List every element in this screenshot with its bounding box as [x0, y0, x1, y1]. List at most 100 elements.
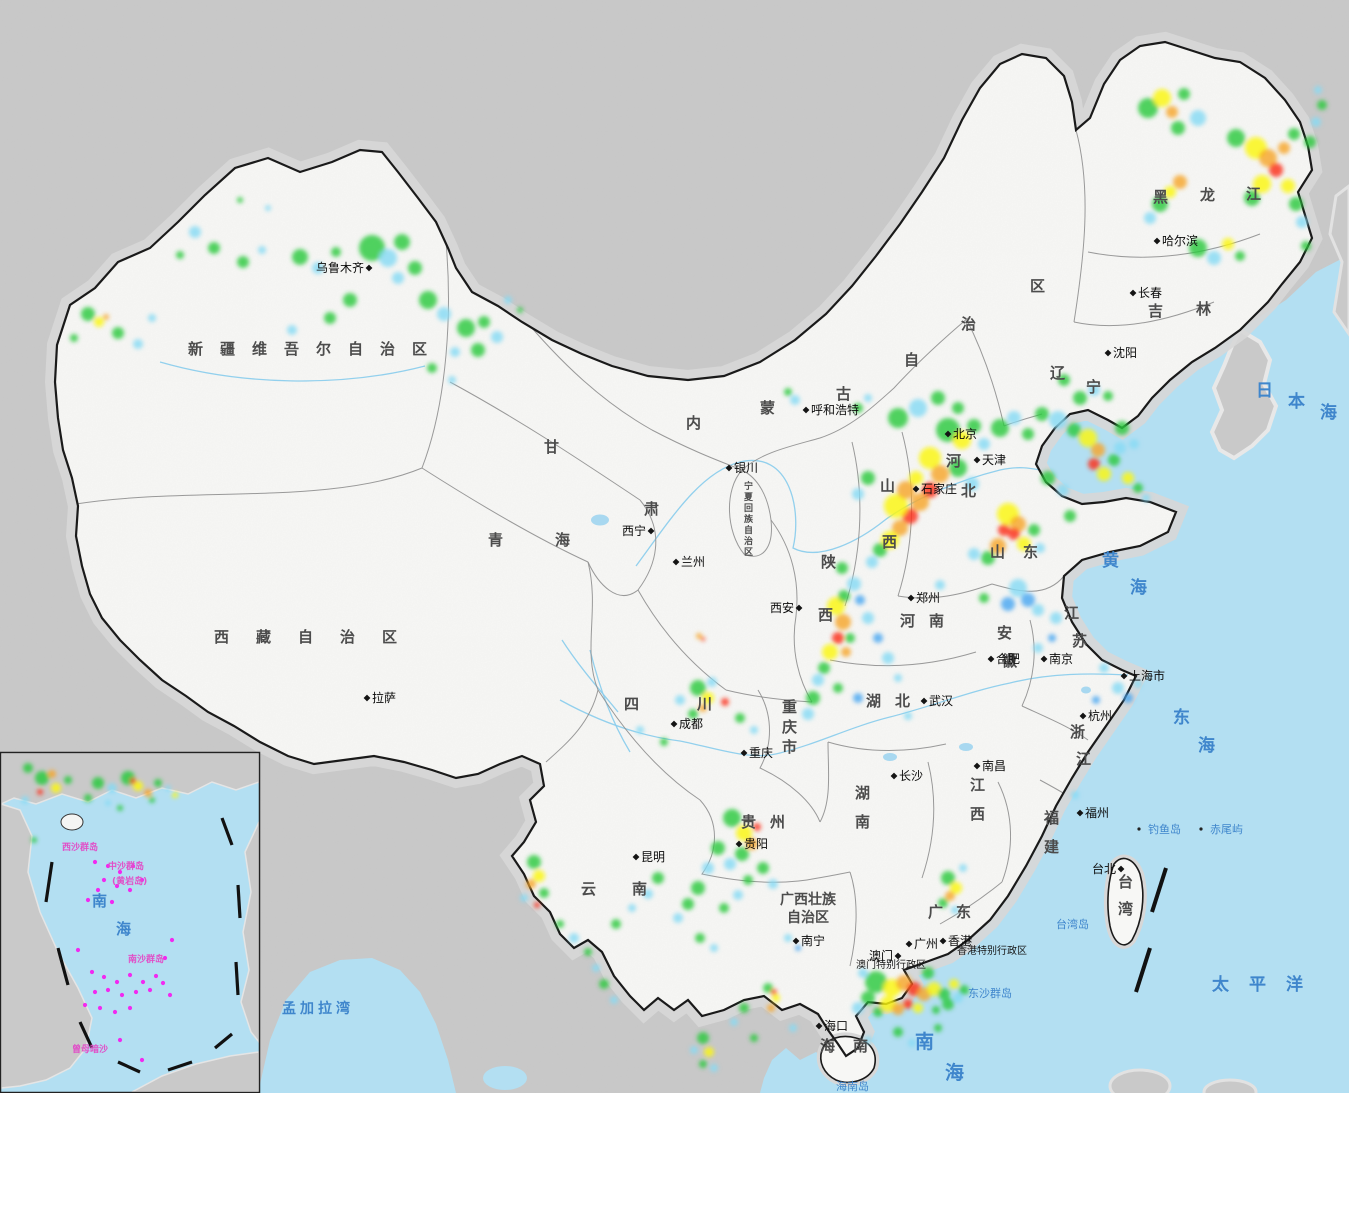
city-marker-icon [912, 485, 920, 493]
radar-echo [1311, 117, 1321, 127]
radar-echo [130, 778, 136, 784]
radar-echo [864, 394, 872, 402]
radar-echo [1235, 251, 1245, 261]
radar-echo [827, 597, 845, 615]
radar-echo [1259, 149, 1277, 167]
city-marker-icon [365, 264, 373, 272]
prov-label: 青海 [488, 531, 622, 549]
city-label: 广州 [914, 937, 938, 951]
radar-echo [861, 471, 875, 485]
city-marker-icon [672, 558, 680, 566]
prov-label: 自 [904, 351, 919, 369]
island-group-mark [92, 989, 98, 995]
city-marker-icon [632, 853, 640, 861]
radar-echo [643, 889, 653, 899]
radar-echo [1317, 100, 1327, 110]
radar-echo [21, 796, 29, 804]
radar-echo [873, 543, 887, 557]
southwest-river [561, 639, 619, 713]
city-label: 成都 [679, 717, 703, 731]
radar-echo [81, 307, 95, 321]
radar-echo [880, 996, 896, 1012]
city-label: 福州 [1085, 805, 1109, 820]
radar-echo [1088, 384, 1100, 396]
islet-dot [1199, 827, 1203, 831]
radar-echo [1138, 98, 1158, 118]
prov-label: 自 [744, 524, 753, 536]
nine-dash-line [78, 1021, 94, 1049]
radar-echo [1067, 423, 1081, 437]
sea-label: 海 [1130, 577, 1147, 598]
radar-echo [768, 879, 778, 889]
city-label: 重庆 [749, 746, 773, 760]
island-label: 海南岛 [836, 1079, 869, 1093]
island-group-mark [117, 1037, 123, 1043]
radar-echo [847, 577, 861, 591]
radar-echo [331, 247, 341, 257]
radar-echo [772, 994, 780, 1002]
radar-echo [148, 314, 156, 322]
city-marker-icon [792, 937, 800, 945]
radar-echo [757, 862, 769, 874]
city-marker-icon [890, 772, 898, 780]
radar-echo [832, 632, 844, 644]
radar-echo [1222, 238, 1234, 250]
city-label: 北京 [953, 427, 977, 441]
radar-echo [838, 590, 850, 602]
radar-echo [730, 1018, 738, 1026]
radar-echo [1164, 186, 1176, 198]
prov-label: 龙 [1199, 186, 1215, 204]
radar-echo [690, 680, 706, 696]
radar-echo [710, 944, 718, 952]
yangtze-river [559, 673, 1129, 757]
prov-label: 山 [880, 477, 895, 495]
city-marker-icon [939, 937, 947, 945]
prov-label: 西 [818, 606, 833, 624]
prov-label: 江 [1246, 185, 1261, 203]
radar-echo [750, 726, 758, 734]
taiwan-island [1107, 857, 1144, 946]
radar-echo [1244, 190, 1260, 206]
prov-label: 浙 [1070, 723, 1085, 741]
radar-echo [904, 712, 912, 720]
prov-label: 回 [744, 503, 753, 514]
sea-label: 海 [945, 1061, 964, 1084]
city-label: 上海市 [1129, 668, 1165, 683]
radar-echo [945, 891, 955, 901]
island-group-mark [160, 980, 166, 986]
city-marker-icon [987, 655, 995, 663]
nine-dash-line [56, 947, 70, 986]
radar-echo [881, 531, 899, 549]
radar-echo [569, 933, 579, 943]
radar-echo [112, 327, 124, 339]
sea-label: 黄 [1102, 550, 1119, 571]
prov-label: 山东 [990, 543, 1056, 561]
nine-dash-line [213, 1032, 234, 1050]
city-label: 石家庄 [921, 481, 957, 496]
island-label: 钓鱼岛 [1148, 822, 1181, 836]
radar-echo [855, 595, 865, 605]
radar-echo [92, 777, 104, 789]
radar-echo [1144, 212, 1156, 224]
radar-echo [176, 251, 184, 259]
radar-echo [189, 226, 201, 238]
radar-echo [835, 614, 851, 630]
radar-echo [1296, 216, 1308, 228]
radar-echo [739, 1003, 749, 1013]
nine-dash-line [220, 817, 234, 846]
radar-echo [710, 1064, 718, 1072]
sea-label: 南 [92, 892, 107, 910]
radar-echo [660, 738, 668, 746]
radar-echo [894, 674, 902, 682]
island-group-mark [119, 992, 125, 998]
radar-echo [1112, 682, 1124, 694]
prov-label: 黑 [1153, 188, 1168, 206]
radar-echo [968, 548, 980, 560]
city-marker-icon [735, 840, 743, 848]
radar-echo [471, 343, 485, 357]
city-marker-icon [973, 762, 981, 770]
radar-echo [675, 695, 685, 705]
nine-dash-line [234, 961, 240, 996]
radar-echo [1207, 251, 1221, 265]
radar-echo [922, 482, 938, 498]
